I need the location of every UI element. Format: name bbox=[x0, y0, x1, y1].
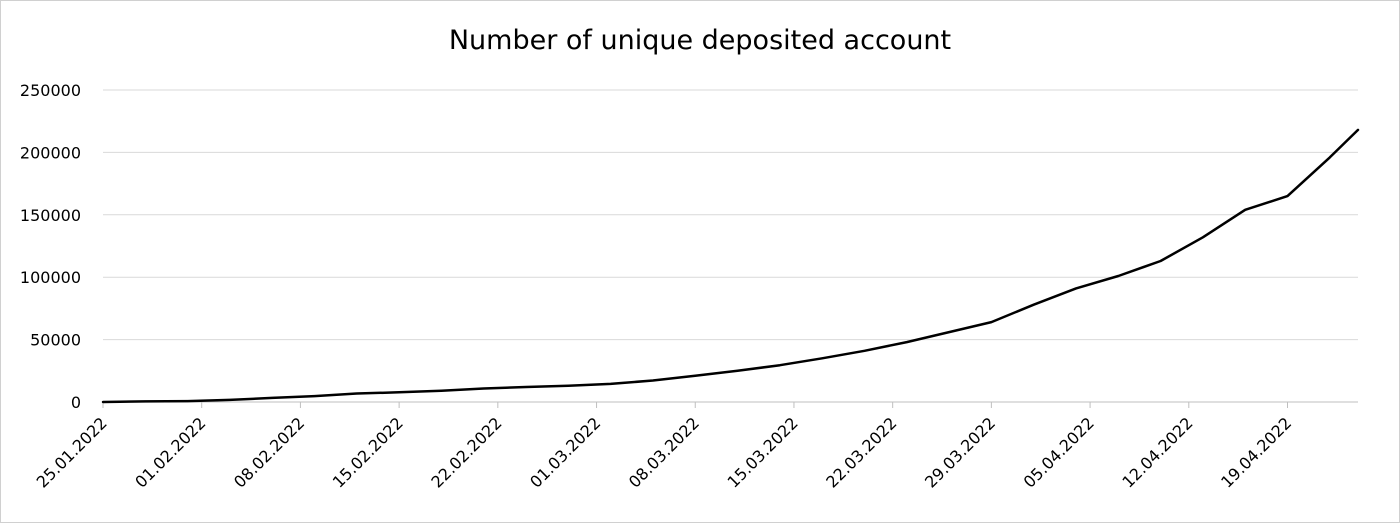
series-line bbox=[101, 128, 1360, 404]
x-tick-label: 08.03.2022 bbox=[625, 413, 703, 491]
x-tick-label: 12.04.2022 bbox=[1118, 413, 1196, 491]
y-tick-label: 250000 bbox=[20, 81, 81, 100]
y-tick-label: 0 bbox=[71, 393, 81, 412]
x-tick-label: 08.02.2022 bbox=[230, 413, 308, 491]
x-tick-label: 01.03.2022 bbox=[526, 413, 604, 491]
x-tick-label: 15.02.2022 bbox=[329, 413, 407, 491]
y-tick-label: 50000 bbox=[30, 331, 81, 350]
x-tick-label: 01.02.2022 bbox=[131, 413, 209, 491]
x-tick-label: 15.03.2022 bbox=[724, 413, 802, 491]
x-tick-label: 22.03.2022 bbox=[822, 413, 900, 491]
x-tick-label: 25.01.2022 bbox=[33, 413, 111, 491]
x-tick-label: 29.03.2022 bbox=[921, 413, 999, 491]
x-tick-label: 05.04.2022 bbox=[1020, 413, 1098, 491]
x-tick-label: 22.02.2022 bbox=[427, 413, 505, 491]
chart-title: Number of unique deposited account bbox=[448, 25, 952, 56]
y-tick-label: 100000 bbox=[20, 268, 81, 287]
x-tick-label: 19.04.2022 bbox=[1217, 413, 1295, 491]
y-tick-label: 150000 bbox=[20, 206, 81, 225]
y-tick-label: 200000 bbox=[20, 143, 81, 162]
